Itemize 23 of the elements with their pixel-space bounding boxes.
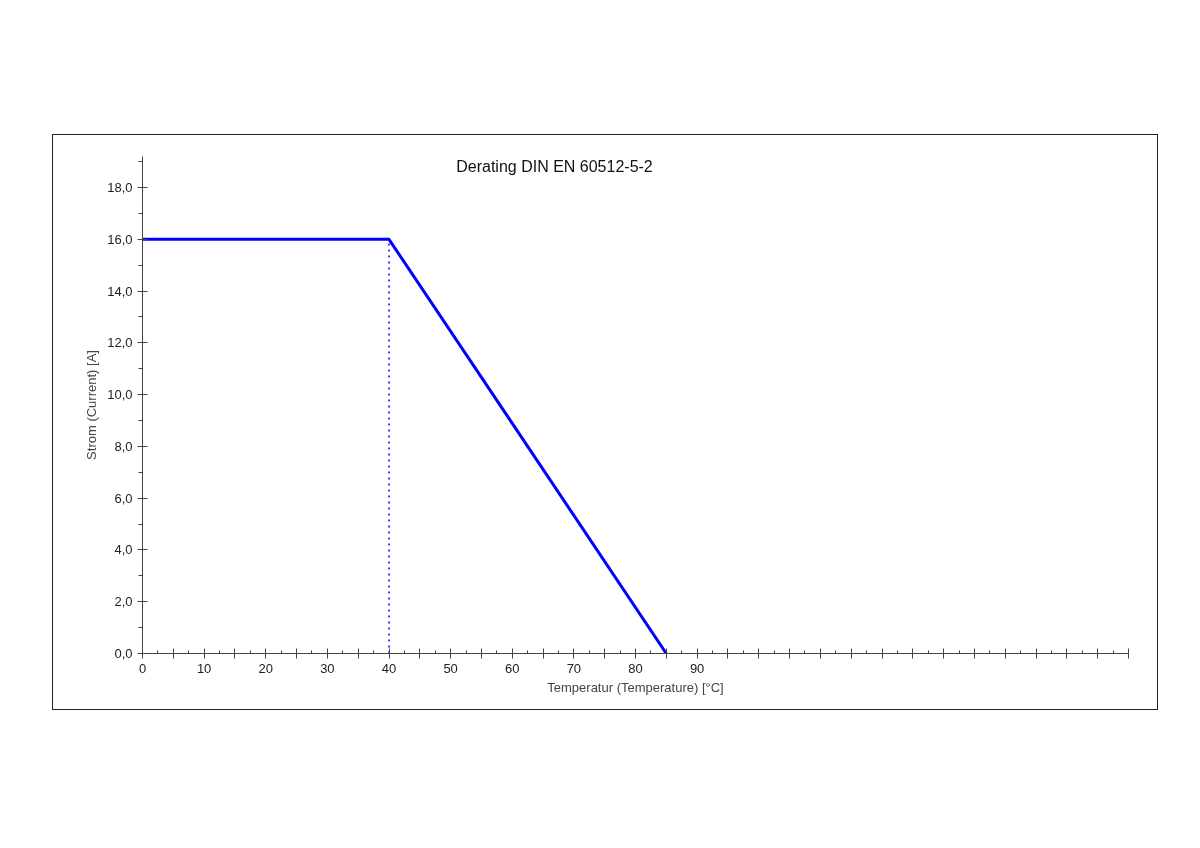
x-tick-label: 60: [505, 660, 520, 676]
x-tick-label: 30: [320, 660, 335, 676]
y-tick-label: 16,0: [107, 231, 133, 247]
y-tick-label: 14,0: [107, 283, 133, 299]
x-tick-label: 10: [196, 660, 212, 676]
y-tick-label: 10,0: [107, 387, 133, 403]
x-tick-label: 70: [566, 660, 582, 676]
y-axis-title: Strom (Current) [A]: [84, 350, 100, 460]
x-tick-label: 50: [443, 660, 458, 676]
y-tick-label: 12,0: [107, 335, 133, 351]
y-tick-label: 6,0: [114, 490, 133, 506]
y-tick-label: 4,0: [114, 542, 133, 558]
x-tick-label: 90: [689, 660, 705, 676]
x-axis-title: Temperatur (Temperature) [°C]: [547, 679, 724, 695]
y-tick-label: 2,0: [114, 594, 133, 610]
y-tick-label: 8,0: [114, 438, 133, 454]
y-tick-label: 18,0: [107, 180, 133, 196]
x-tick-label: 20: [258, 660, 273, 676]
x-tick-label: 80: [628, 660, 643, 676]
y-tick-label: 0,0: [114, 646, 133, 661]
x-tick-label: 0: [138, 660, 147, 676]
chart-title: Derating DIN EN 60512-5-2: [456, 158, 653, 175]
x-tick-label: 40: [381, 660, 397, 676]
